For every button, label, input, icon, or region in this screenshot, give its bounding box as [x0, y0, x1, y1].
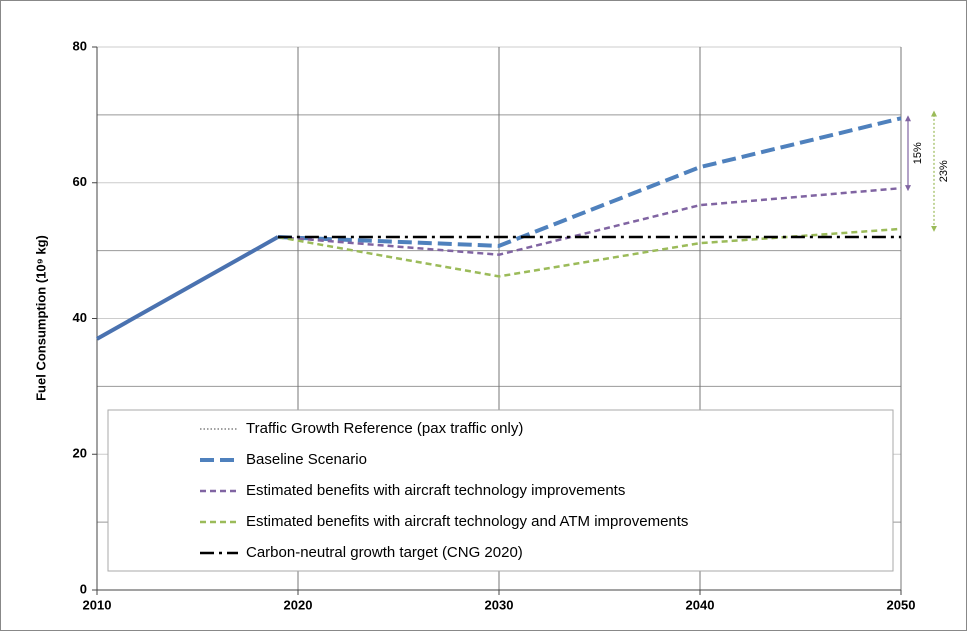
y-tick-label: 0	[80, 581, 87, 596]
legend-label: Baseline Scenario	[246, 451, 367, 468]
legend-label: Estimated benefits with aircraft technol…	[246, 513, 688, 530]
y-axis-label: Fuel Consumption (10⁹ kg)	[33, 235, 48, 401]
x-tick-label: 2030	[485, 597, 514, 612]
legend-label: Traffic Growth Reference (pax traffic on…	[246, 420, 523, 437]
x-tick-label: 2050	[887, 597, 916, 612]
annotation-label: 15%	[912, 142, 924, 164]
y-tick-label: 20	[73, 446, 87, 461]
legend-label: Carbon-neutral growth target (CNG 2020)	[246, 544, 523, 561]
x-tick-label: 2020	[284, 597, 313, 612]
legend-box	[107, 409, 894, 572]
series-line	[277, 227, 902, 278]
y-tick-label: 60	[73, 174, 87, 189]
x-tick-label: 2040	[686, 597, 715, 612]
x-tick-label: 2010	[83, 597, 112, 612]
series-line	[96, 235, 279, 341]
legend-label: Estimated benefits with aircraft technol…	[246, 482, 625, 499]
y-tick-label: 40	[73, 310, 87, 325]
series-line	[277, 186, 902, 256]
annotation-label: 23%	[938, 160, 950, 182]
series-line	[277, 116, 902, 248]
y-tick-label: 80	[73, 38, 87, 53]
